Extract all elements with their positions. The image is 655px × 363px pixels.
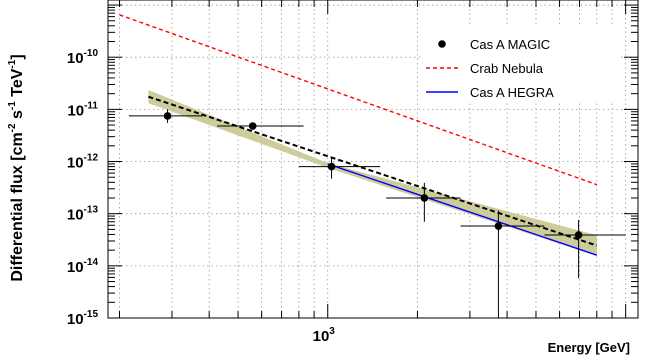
legend: Cas A MAGIC Crab Nebula Cas A HEGRA: [426, 37, 554, 100]
y-tick-labels: 10-15 10-14 10-13 10-12 10-11 10-10: [67, 48, 99, 328]
y-tick-label: 10-15: [67, 309, 99, 328]
data-point: [327, 162, 336, 171]
y-tick-label: 10-14: [67, 257, 99, 276]
data-point: [248, 122, 257, 130]
fit-line: [148, 95, 598, 247]
data-point: [420, 194, 429, 202]
y-tick-label: 10-11: [67, 100, 98, 119]
fit-band: [148, 90, 597, 256]
plot-frame: [107, 0, 639, 319]
y-tick-label: 10-12: [67, 153, 99, 172]
x-tick-label: 103: [313, 326, 336, 345]
data-point: [494, 222, 503, 230]
y-axis-title: Differential flux [cm-2 s-1 TeV-1]: [7, 54, 26, 281]
cas-a-hegra-line: [327, 163, 598, 256]
axis-ticks: [108, 0, 638, 319]
data-point: [574, 231, 583, 239]
fit-band-area: [148, 90, 597, 256]
y-tick-label: 10-13: [67, 205, 99, 224]
data-points: [128, 109, 626, 318]
legend-label: Crab Nebula: [470, 61, 544, 76]
model-lines: [119, 14, 598, 256]
x-tick-labels: 103: [313, 326, 336, 345]
legend-label: Cas A HEGRA: [470, 85, 554, 100]
y-tick-label: 10-10: [67, 48, 99, 67]
legend-box: [420, 26, 620, 102]
data-point: [163, 112, 172, 120]
legend-marker: [438, 40, 446, 48]
legend-label: Cas A MAGIC: [470, 37, 550, 52]
x-axis-title: Energy [GeV]: [548, 340, 630, 355]
crab-nebula-line: [119, 14, 598, 186]
